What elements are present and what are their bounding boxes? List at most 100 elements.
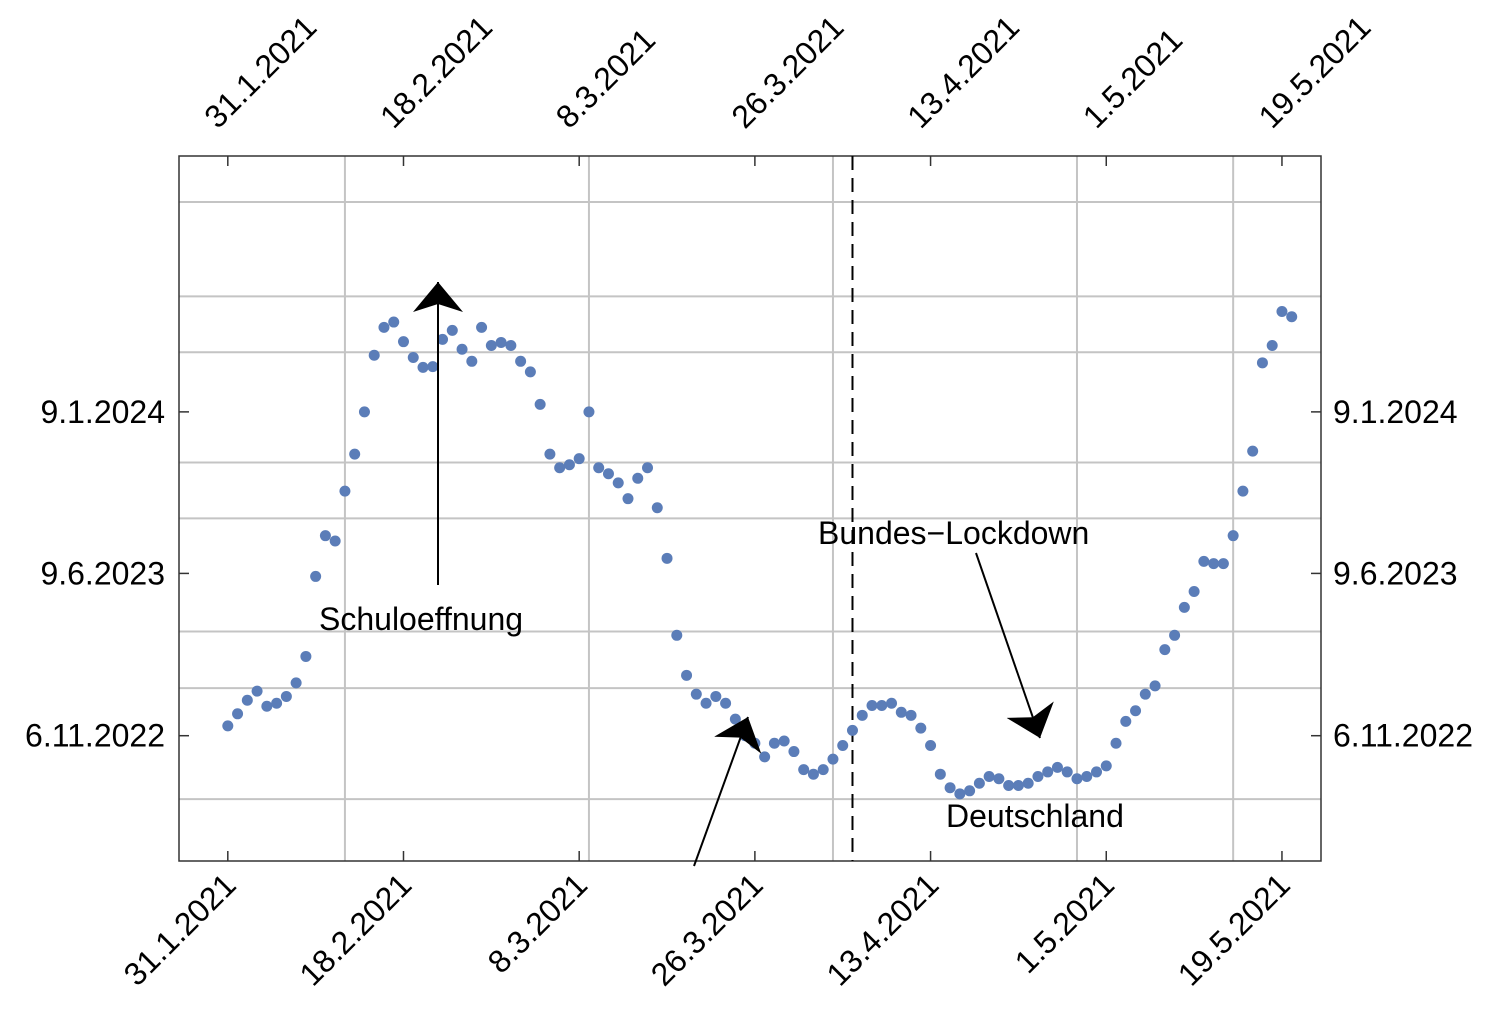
data-point: [397, 336, 409, 348]
data-point: [427, 361, 439, 373]
data-point: [915, 722, 927, 734]
data-point: [534, 398, 546, 410]
data-point: [827, 753, 839, 765]
x-tick-label-bottom: 19.5.2021: [1171, 866, 1297, 992]
data-point: [1227, 530, 1239, 542]
schuloeffnung-label: Schuloeffnung: [319, 601, 523, 637]
data-point: [1061, 766, 1073, 778]
data-point: [358, 406, 370, 418]
data-point: [476, 321, 488, 333]
data-point: [456, 343, 468, 355]
data-point: [1081, 770, 1093, 782]
data-point: [1139, 688, 1151, 700]
bundes-lockdown-label: Bundes−Lockdown: [818, 515, 1089, 551]
data-point: [710, 690, 722, 702]
data-point: [368, 349, 380, 361]
data-point: [944, 782, 956, 794]
data-point: [319, 530, 331, 542]
data-point: [280, 690, 292, 702]
data-point: [339, 485, 351, 497]
data-point: [1247, 445, 1259, 457]
data-point: [1091, 766, 1103, 778]
bottom-arrow: [693, 716, 762, 867]
data-point: [1149, 680, 1161, 692]
data-point: [241, 694, 253, 706]
y-tick-label-right: 6.11.2022: [1333, 718, 1473, 754]
data-point: [1022, 777, 1034, 789]
grid-lines: [179, 156, 1321, 861]
x-tick-label-top: 1.5.2021: [1076, 21, 1190, 135]
x-tick-label-bottom: 1.5.2021: [1008, 866, 1122, 980]
data-point: [573, 453, 585, 465]
data-point: [837, 740, 849, 752]
data-point: [388, 316, 400, 328]
data-point: [632, 472, 644, 484]
data-point: [925, 740, 937, 752]
data-point: [856, 709, 868, 721]
data-point: [329, 535, 341, 547]
data-point: [515, 355, 527, 367]
x-tick-label-top: 13.4.2021: [900, 9, 1026, 135]
data-point: [671, 629, 683, 641]
data-point: [817, 764, 829, 776]
data-point: [261, 700, 273, 712]
data-point: [866, 700, 878, 712]
x-tick-label-top: 26.3.2021: [724, 9, 850, 135]
data-point: [700, 697, 712, 709]
data-point: [778, 735, 790, 747]
deutschland-label: Deutschland: [946, 798, 1124, 834]
data-point: [934, 768, 946, 780]
data-point: [886, 697, 898, 709]
axis-ticks: [179, 156, 1321, 861]
data-point: [563, 459, 575, 471]
data-point: [222, 720, 234, 732]
data-point: [1266, 339, 1278, 351]
data-point: [349, 448, 361, 460]
data-point: [310, 570, 322, 582]
data-point: [446, 324, 458, 336]
x-tick-label-top: 19.5.2021: [1251, 9, 1377, 135]
x-tick-label-bottom: 18.2.2021: [292, 866, 418, 992]
data-point: [407, 352, 419, 364]
data-point: [846, 724, 858, 736]
data-point: [1286, 311, 1298, 323]
x-tick-label-bottom: 13.4.2021: [819, 866, 945, 992]
bottom-x-axis-labels: 31.1.2021 18.2.2021 8.3.2021 26.3.2021 13.4.…: [117, 866, 1297, 992]
x-tick-label-bottom: 31.1.2021: [117, 866, 243, 992]
y-tick-label-right: 9.1.2024: [1333, 394, 1458, 430]
data-point: [905, 709, 917, 721]
data-point: [1256, 357, 1268, 369]
data-point: [661, 552, 673, 564]
data-point: [720, 697, 732, 709]
data-point: [642, 462, 654, 474]
data-point: [554, 462, 566, 474]
data-point: [1100, 760, 1112, 772]
data-point: [651, 502, 663, 514]
data-point: [749, 737, 761, 749]
data-point: [1237, 485, 1249, 497]
bundes-lockdown-arrow: [975, 552, 1054, 739]
data-point: [1159, 644, 1171, 656]
data-point: [1169, 629, 1181, 641]
data-point: [1120, 715, 1132, 727]
data-point: [378, 321, 390, 333]
data-point: [1188, 586, 1200, 598]
data-point: [583, 406, 595, 418]
annotations: Schuloeffnung Bundes−Lockdown Deutschlan…: [319, 282, 1124, 867]
data-point: [300, 650, 312, 662]
data-point: [759, 751, 771, 763]
x-tick-label-top: 31.1.2021: [197, 9, 323, 135]
y-tick-label-left: 9.6.2023: [40, 555, 165, 591]
data-point: [895, 706, 907, 718]
data-point: [690, 688, 702, 700]
data-point: [1012, 780, 1024, 792]
data-point: [876, 700, 888, 712]
data-point: [1208, 558, 1220, 570]
top-x-axis-labels: 31.1.2021 18.2.2021 8.3.2021 26.3.2021 13.4.…: [197, 9, 1377, 135]
data-point: [1032, 770, 1044, 782]
data-point: [505, 339, 517, 351]
data-point: [251, 685, 263, 697]
x-tick-label-bottom: 8.3.2021: [481, 866, 595, 980]
data-point: [1051, 761, 1063, 773]
data-point: [973, 777, 985, 789]
